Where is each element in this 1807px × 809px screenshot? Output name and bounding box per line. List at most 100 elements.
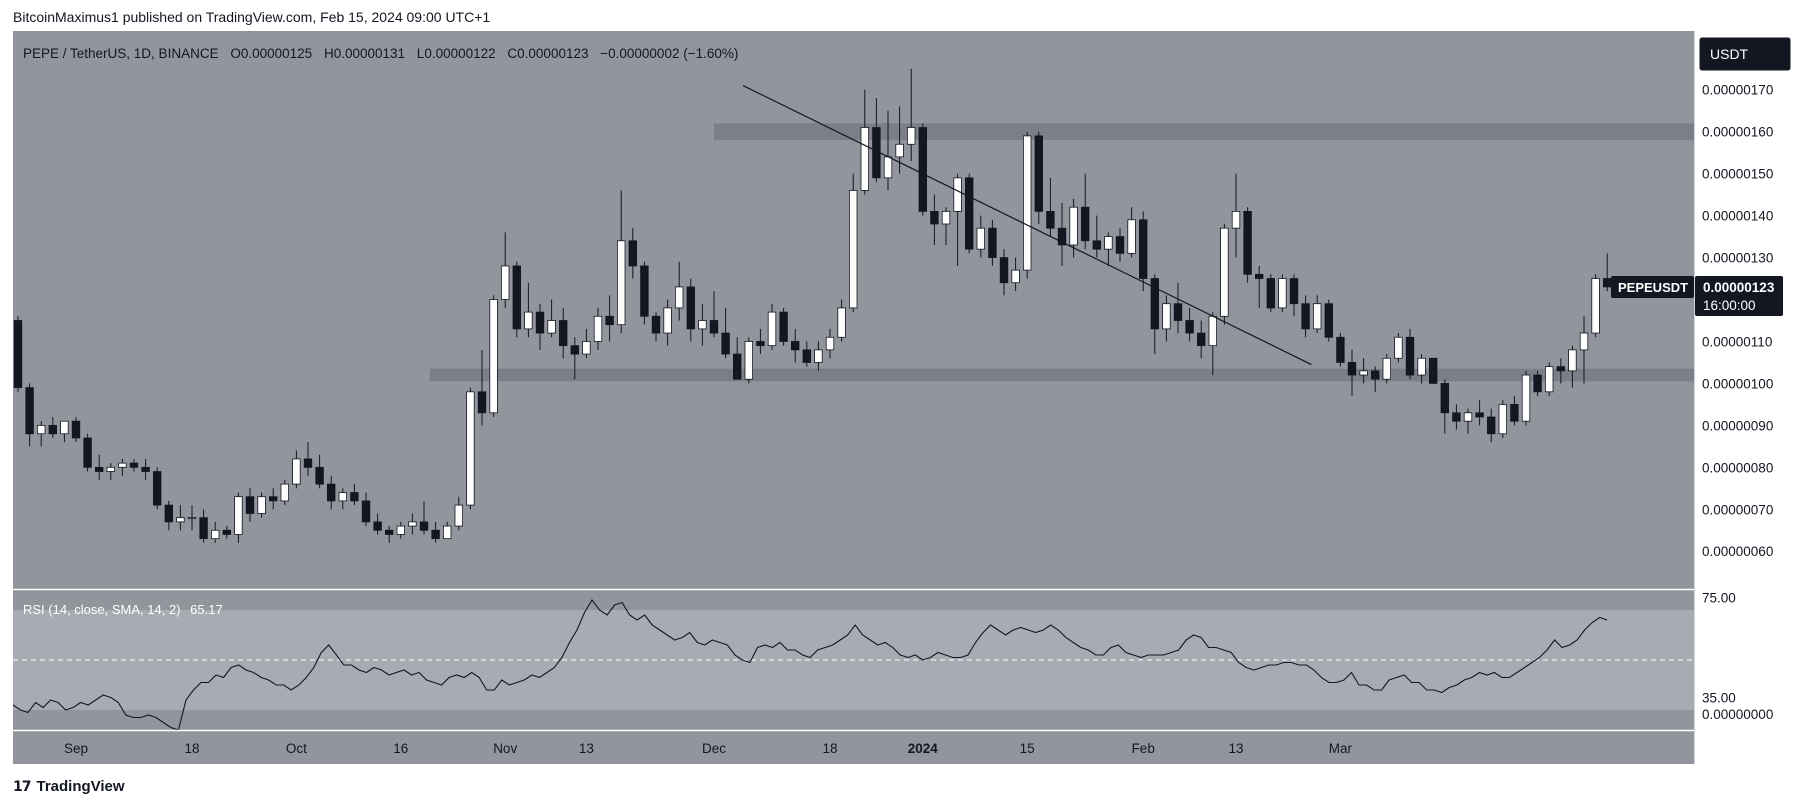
candle: [361, 492, 371, 527]
candle-body: [118, 462, 127, 468]
candle-body: [1104, 236, 1113, 250]
candle: [1498, 400, 1507, 438]
price-label-countdown: 16:00:00: [1703, 298, 1756, 313]
candle-body: [419, 521, 429, 531]
candle-body: [350, 492, 359, 502]
candle: [930, 194, 939, 245]
time-axis-tick: 18: [822, 741, 837, 756]
candle-body: [1185, 320, 1194, 334]
candle: [1475, 400, 1484, 426]
candle-body: [37, 424, 46, 435]
candle: [384, 526, 394, 543]
candle-body: [756, 341, 765, 347]
candle-body: [1115, 236, 1125, 254]
candle-body: [1440, 383, 1449, 414]
candle-body: [373, 521, 382, 531]
time-axis-tick: Dec: [702, 741, 726, 756]
candle-body: [466, 391, 475, 506]
candle-body: [408, 521, 417, 527]
candle-body: [95, 466, 104, 472]
candle-body: [1127, 219, 1136, 254]
candle: [373, 513, 382, 535]
candle: [1046, 177, 1055, 237]
candle: [442, 521, 452, 540]
resistance-zone: [714, 123, 1694, 141]
candle-body: [930, 211, 939, 225]
candle: [1162, 295, 1171, 342]
currency-button-label[interactable]: USDT: [1710, 46, 1749, 62]
candle-body: [1243, 211, 1252, 275]
candle-body: [535, 311, 545, 334]
candle: [1081, 173, 1090, 250]
price-label-symbol: PEPEUSDT: [1618, 280, 1688, 295]
candle: [675, 261, 684, 321]
candle: [860, 89, 869, 195]
candle-body: [431, 529, 440, 540]
candle-body: [744, 341, 753, 380]
candle-body: [907, 127, 916, 145]
symbol-line: PEPE / TetherUS, 1D, BINANCE O0.00000125…: [23, 46, 738, 61]
currency-button[interactable]: [1698, 36, 1792, 72]
candle: [187, 505, 197, 531]
price-axis-tick: 0.00000130: [1702, 251, 1773, 266]
symbol-name: PEPE / TetherUS, 1D, BINANCE: [23, 46, 219, 61]
candle: [1115, 228, 1125, 262]
candle-body: [802, 349, 811, 363]
candle-body: [1139, 219, 1148, 279]
candle-body: [941, 211, 951, 225]
candle: [1568, 345, 1577, 388]
candle-body: [686, 286, 695, 330]
candle-body: [547, 320, 556, 334]
candle-body: [675, 286, 684, 309]
price-axis-tick: 0.00000140: [1702, 209, 1773, 224]
candle: [1336, 333, 1345, 367]
candle-body: [524, 311, 533, 330]
candle: [1220, 223, 1229, 325]
candle-body: [1487, 416, 1496, 435]
candle-body: [825, 336, 835, 351]
candle-body: [1150, 278, 1159, 330]
candle: [559, 307, 568, 359]
candle: [686, 278, 695, 342]
candle: [431, 521, 440, 543]
candle-body: [1556, 366, 1565, 372]
candle-body: [176, 517, 185, 523]
publisher-line: BitcoinMaximus1 published on TradingView…: [13, 9, 491, 25]
candle: [1231, 173, 1241, 258]
price-axis[interactable]: [1695, 31, 1795, 764]
time-axis-tick: 16: [393, 741, 408, 756]
candle-body: [164, 504, 173, 523]
candle-body: [1057, 227, 1067, 246]
time-axis-tick: 18: [184, 741, 199, 756]
candle: [756, 328, 765, 355]
candle-body: [953, 177, 962, 212]
candle-body: [1429, 357, 1438, 384]
candle: [25, 383, 34, 447]
candle-body: [361, 500, 371, 523]
rsi-line: [12, 599, 1608, 731]
candle-body: [384, 529, 394, 535]
candle: [744, 337, 753, 384]
candle: [303, 442, 313, 476]
candle-body: [1197, 332, 1206, 347]
candle: [825, 328, 835, 359]
candle-body: [779, 311, 788, 342]
candle-body: [512, 265, 521, 330]
candle: [141, 458, 150, 480]
candle-body: [1452, 412, 1461, 422]
candle-body: [1417, 357, 1426, 376]
candle: [210, 521, 220, 543]
candle-body: [25, 387, 34, 435]
candle: [733, 337, 742, 380]
tradingview-branding[interactable]: 17 TradingView: [13, 778, 125, 795]
candle-body: [651, 315, 661, 334]
candle: [129, 458, 139, 472]
price-label-symbol-box: [1611, 276, 1694, 298]
candle-body: [1498, 403, 1507, 435]
time-axis-tick: Sep: [64, 741, 88, 756]
candle-body: [71, 420, 81, 439]
time-axis[interactable]: [13, 731, 1694, 764]
candle: [1371, 366, 1380, 392]
candle-body: [918, 127, 927, 212]
